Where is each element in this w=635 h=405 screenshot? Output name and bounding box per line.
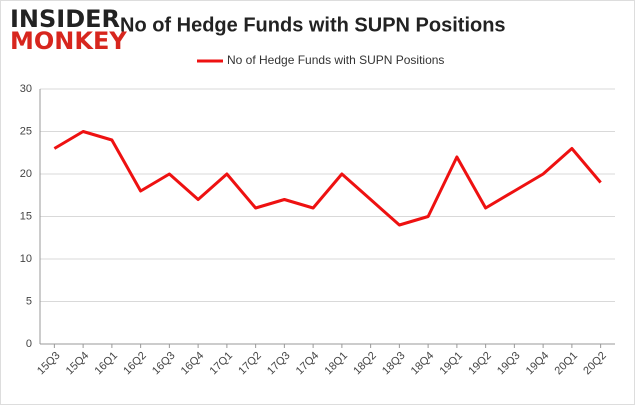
y-tick-label: 5 (26, 295, 32, 307)
y-tick-label: 25 (20, 125, 32, 137)
logo-top: INSIDER (10, 5, 120, 33)
legend-label: No of Hedge Funds with SUPN Positions (227, 53, 444, 67)
chart-title: No of Hedge Funds with SUPN Positions (120, 14, 506, 36)
logo-bottom: MONKEY (10, 27, 127, 55)
y-tick-label: 15 (20, 210, 32, 222)
series-line (53, 130, 602, 227)
y-tick-label: 30 (20, 83, 32, 95)
y-tick-label: 0 (26, 338, 32, 350)
y-tick-label: 10 (20, 253, 32, 265)
y-tick-label: 20 (20, 168, 32, 180)
